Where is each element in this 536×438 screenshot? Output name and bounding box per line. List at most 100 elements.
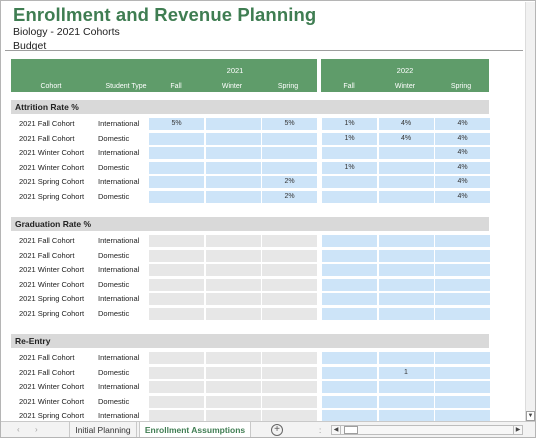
input-cell[interactable]	[262, 366, 317, 379]
input-cell[interactable]: 4%	[378, 118, 434, 130]
input-cell[interactable]: 1%	[322, 132, 377, 145]
input-cell[interactable]	[322, 352, 377, 364]
input-cell[interactable]	[322, 395, 377, 408]
input-cell[interactable]	[205, 410, 261, 422]
input-cell[interactable]	[149, 307, 204, 320]
input-cell[interactable]	[378, 381, 434, 393]
input-cell[interactable]	[205, 352, 261, 364]
input-cell[interactable]	[435, 381, 490, 393]
input-cell[interactable]: 4%	[435, 190, 490, 203]
input-cell[interactable]	[435, 395, 490, 408]
input-cell[interactable]	[378, 190, 434, 203]
input-cell[interactable]	[149, 395, 204, 408]
input-cell[interactable]: 1	[378, 366, 434, 379]
input-cell[interactable]	[262, 352, 317, 364]
input-cell[interactable]: 4%	[435, 118, 490, 130]
input-cell[interactable]	[322, 410, 377, 422]
input-cell[interactable]	[149, 249, 204, 262]
input-cell[interactable]	[149, 381, 204, 393]
input-cell[interactable]	[322, 147, 377, 159]
input-cell[interactable]: 5%	[149, 118, 204, 130]
input-cell[interactable]	[378, 161, 434, 174]
input-cell[interactable]: 2%	[262, 190, 317, 203]
input-cell[interactable]	[378, 410, 434, 422]
input-cell[interactable]: 1%	[322, 118, 377, 130]
input-cell[interactable]	[262, 132, 317, 145]
input-cell[interactable]	[435, 278, 490, 291]
input-cell[interactable]	[149, 278, 204, 291]
input-cell[interactable]	[322, 176, 377, 188]
input-cell[interactable]	[149, 132, 204, 145]
input-cell[interactable]	[435, 410, 490, 422]
input-cell[interactable]	[149, 410, 204, 422]
input-cell[interactable]	[205, 132, 261, 145]
input-cell[interactable]	[205, 161, 261, 174]
input-cell[interactable]: 4%	[435, 176, 490, 188]
input-cell[interactable]	[322, 381, 377, 393]
input-cell[interactable]	[322, 278, 377, 291]
input-cell[interactable]	[205, 264, 261, 276]
input-cell[interactable]	[262, 293, 317, 305]
input-cell[interactable]	[378, 352, 434, 364]
input-cell[interactable]	[262, 147, 317, 159]
input-cell[interactable]	[205, 381, 261, 393]
input-cell[interactable]	[262, 235, 317, 247]
input-cell[interactable]	[262, 395, 317, 408]
input-cell[interactable]: 4%	[435, 132, 490, 145]
input-cell[interactable]	[149, 190, 204, 203]
next-sheet-icon[interactable]: ›	[35, 425, 38, 434]
input-cell[interactable]	[149, 264, 204, 276]
input-cell[interactable]	[435, 307, 490, 320]
input-cell[interactable]: 1%	[322, 161, 377, 174]
input-cell[interactable]	[149, 176, 204, 188]
input-cell[interactable]	[262, 307, 317, 320]
input-cell[interactable]	[322, 249, 377, 262]
input-cell[interactable]	[378, 307, 434, 320]
input-cell[interactable]	[435, 366, 490, 379]
input-cell[interactable]	[205, 293, 261, 305]
input-cell[interactable]	[378, 264, 434, 276]
input-cell[interactable]	[322, 366, 377, 379]
input-cell[interactable]	[205, 249, 261, 262]
input-cell[interactable]: 2%	[262, 176, 317, 188]
input-cell[interactable]	[378, 147, 434, 159]
input-cell[interactable]	[149, 366, 204, 379]
input-cell[interactable]	[262, 381, 317, 393]
scroll-right-icon[interactable]: ▶	[513, 426, 522, 434]
prev-sheet-icon[interactable]: ‹	[17, 425, 20, 434]
input-cell[interactable]	[262, 278, 317, 291]
splitter-handle[interactable]: :	[319, 426, 322, 435]
input-cell[interactable]: 4%	[435, 147, 490, 159]
input-cell[interactable]	[205, 395, 261, 408]
input-cell[interactable]	[149, 293, 204, 305]
input-cell[interactable]	[205, 176, 261, 188]
input-cell[interactable]	[149, 235, 204, 247]
input-cell[interactable]	[322, 307, 377, 320]
tab-initial-planning[interactable]: Initial Planning	[69, 422, 137, 437]
input-cell[interactable]	[435, 293, 490, 305]
input-cell[interactable]	[435, 249, 490, 262]
input-cell[interactable]	[262, 264, 317, 276]
input-cell[interactable]	[322, 190, 377, 203]
input-cell[interactable]	[435, 235, 490, 247]
input-cell[interactable]	[205, 118, 261, 130]
input-cell[interactable]	[322, 235, 377, 247]
input-cell[interactable]	[378, 395, 434, 408]
scroll-left-icon[interactable]: ◀	[332, 426, 341, 434]
input-cell[interactable]: 4%	[435, 161, 490, 174]
tab-enrollment-assumptions[interactable]: Enrollment Assumptions	[139, 422, 251, 437]
input-cell[interactable]	[205, 235, 261, 247]
input-cell[interactable]	[322, 264, 377, 276]
input-cell[interactable]	[205, 366, 261, 379]
input-cell[interactable]	[378, 235, 434, 247]
input-cell[interactable]: 4%	[378, 132, 434, 145]
scroll-down-icon[interactable]: ▼	[526, 411, 535, 421]
input-cell[interactable]	[378, 278, 434, 291]
input-cell[interactable]	[262, 249, 317, 262]
input-cell[interactable]	[378, 176, 434, 188]
input-cell[interactable]	[149, 147, 204, 159]
input-cell[interactable]	[262, 161, 317, 174]
input-cell[interactable]	[205, 307, 261, 320]
input-cell[interactable]	[205, 190, 261, 203]
input-cell[interactable]	[435, 352, 490, 364]
